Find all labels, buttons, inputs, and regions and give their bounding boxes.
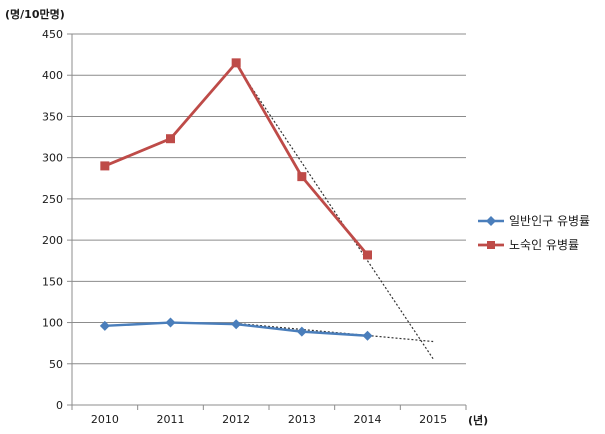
- data-point: [166, 134, 175, 144]
- y-tick-label: 250: [42, 193, 63, 206]
- data-point: [362, 330, 373, 341]
- legend-marker: [487, 241, 495, 249]
- legend-marker: [486, 216, 496, 226]
- y-tick-label: 400: [42, 69, 63, 82]
- y-tick-label: 150: [42, 275, 63, 288]
- y-tick-label: 50: [49, 358, 63, 371]
- trendline: [236, 322, 434, 343]
- data-point: [363, 250, 372, 260]
- y-tick-label: 0: [56, 399, 63, 412]
- y-tick-label: 300: [42, 152, 63, 165]
- y-tick-labels: 0 50 100 150 200 250 300 350 400 450: [42, 28, 63, 412]
- y-axis-unit-label: (명/10만명): [5, 7, 65, 21]
- trendline: [235, 64, 434, 360]
- x-tick-labels: 2010 2011 2012 2013 2014 2015: [91, 413, 447, 426]
- gridlines: [72, 33, 466, 365]
- data-point: [99, 320, 110, 331]
- data-point: [100, 161, 110, 171]
- legend-label: 노숙인 유병률: [509, 238, 579, 252]
- data-point: [296, 326, 307, 337]
- axes: [67, 33, 467, 410]
- x-tick-label: 2014: [354, 413, 382, 426]
- y-tick-label: 450: [42, 28, 63, 41]
- x-tick-label: 2012: [222, 413, 250, 426]
- series-line: [104, 61, 369, 256]
- x-tick-label: 2015: [419, 413, 447, 426]
- x-tick-label: 2013: [288, 413, 316, 426]
- y-tick-label: 200: [42, 234, 63, 247]
- y-tick-label: 100: [42, 317, 63, 330]
- legend-label: 일반인구 유병률: [509, 214, 590, 228]
- x-tick-label: 2010: [91, 413, 119, 426]
- x-axis-unit-label: (년): [468, 413, 488, 427]
- data-point: [231, 58, 241, 68]
- data-point: [165, 317, 176, 328]
- trendlines: [235, 64, 434, 360]
- data-point: [231, 319, 242, 330]
- x-tick-label: 2011: [157, 413, 185, 426]
- series-group: [99, 58, 373, 341]
- y-tick-label: 350: [42, 110, 63, 123]
- data-point: [297, 172, 307, 182]
